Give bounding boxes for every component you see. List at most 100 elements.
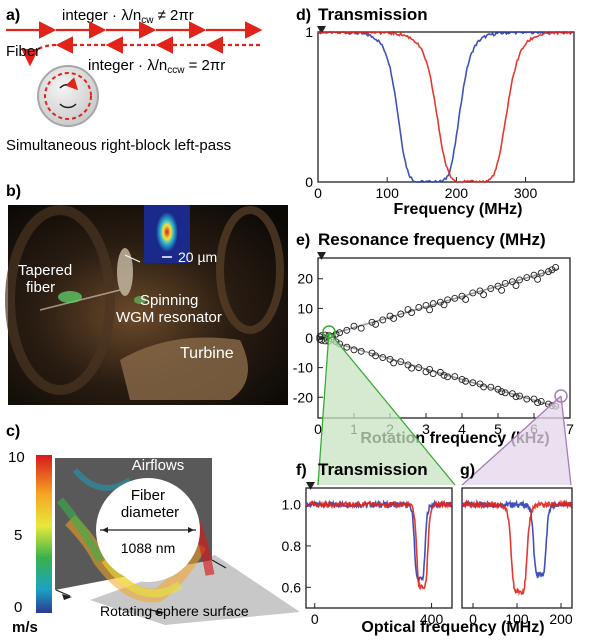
turbine-shape [120,337,248,400]
data-point [462,296,470,303]
zoom-transmission-chart-g: 0 100 200 [461,487,573,627]
data-point [343,343,351,351]
panel-e: e) Resonance frequency (MHz) 01234567-20… [293,230,574,447]
resonator-label: Spinning WGM resonator [116,292,222,326]
data-point [350,322,358,330]
data-point [501,389,509,397]
x-tick-label: 400 [420,611,444,627]
data-point [318,336,326,344]
y-tick-label: 1.0 [282,497,302,513]
panel-a-caption: Simultaneous right-block left-pass [6,137,231,154]
x-tick-label: 200 [549,611,573,627]
microsphere [37,65,99,127]
data-point [408,364,416,372]
data-point [426,365,434,373]
data-point [552,264,560,271]
data-point [429,300,437,308]
x-tick-label: 300 [514,185,538,201]
airflows-label: Airflows [132,457,185,474]
zoom-wedge-green [318,332,455,485]
data-point [512,282,520,290]
y-tick-label: 0 [305,174,313,190]
data-point [516,276,524,284]
data-point [469,289,477,297]
y-tick-label: -10 [293,360,313,376]
data-point [494,282,502,290]
panel-a: a) integer · λ/ncw ≠ 2πr Fiber integer ·… [6,7,263,154]
ccw-arrows [21,36,260,67]
x-tick-label: 0 [311,611,319,627]
data-point [379,354,387,362]
tapered-fiber-label: Tapered fiber [18,262,76,296]
colorbar-tick-0: 0 [14,599,22,616]
panel-a-label: a) [6,7,20,24]
x-tick-label: 5 [494,421,502,437]
series-line-1 [461,499,572,596]
x-tick-label: 3 [422,421,430,437]
data-point [343,326,351,334]
plot-frame [317,31,575,183]
zoom-transmission-chart-f: 0 400 0.6 0.8 1.0 [282,487,453,627]
panel-d-title: Transmission [318,5,428,24]
data-point [397,310,405,318]
y-tick-label: 0.8 [282,538,302,554]
data-point [372,320,380,328]
x-tick-label: 7 [566,421,574,437]
data-point [487,285,495,292]
y-tick-label: -20 [293,389,313,405]
y-tick-label: 1 [305,24,313,40]
scale-bar-label: 20 µm [178,249,217,265]
fiber-label: Fiber [6,43,40,60]
data-point [534,399,542,407]
data-point [397,358,405,366]
y-tick-label: 0.6 [282,579,302,595]
data-point [516,392,524,400]
panel-e-title: Resonance frequency (MHz) [318,230,546,249]
panel-g-label: g) [460,462,475,479]
panel-b-label: b) [6,183,21,200]
colorbar-tick-10: 10 [8,449,25,466]
x-tick-label: 4 [458,421,466,437]
x-tick-label: 200 [445,185,469,201]
fit-line-0 [317,267,560,339]
data-point [548,266,556,274]
panel-d-xlabel: Frequency (MHz) [394,201,523,218]
transmission-chart: 0 100 200 300 0 1 [305,24,575,201]
data-point [390,314,398,322]
data-point [422,368,430,376]
data-point [508,278,516,286]
data-point [444,296,452,304]
colorbar-tick-5: 5 [14,527,22,544]
series-line-0 [317,30,575,184]
data-point [537,397,545,405]
data-point [440,301,448,309]
data-point [530,271,538,279]
panel-f-label: f) [296,462,307,479]
data-point [415,364,423,372]
data-point [501,280,509,287]
fiber-glow [58,291,82,303]
data-point [530,395,538,403]
diameter-value: 1088 nm [121,540,175,556]
panel-g: g) 0 100 200 [460,462,573,627]
panel-b: b) 20 µm Tapered fiber Spinning WGM reso… [5,183,288,405]
data-point [415,304,423,311]
data-point [537,269,545,277]
data-point [386,312,394,320]
data-point [444,373,452,381]
series-line-1 [305,499,452,590]
zoom-wedges [317,325,572,486]
data-point [534,275,542,283]
panel-e-label: e) [296,232,310,249]
data-point [512,393,520,401]
data-point [469,379,477,387]
series-line-1 [318,30,574,184]
panel-f-title: Transmission [318,460,428,479]
data-point [523,395,531,403]
sphere-surface-plane [90,555,300,625]
data-point [544,268,552,276]
mode-profile [156,212,178,252]
data-point [429,370,437,378]
data-point [451,373,459,380]
